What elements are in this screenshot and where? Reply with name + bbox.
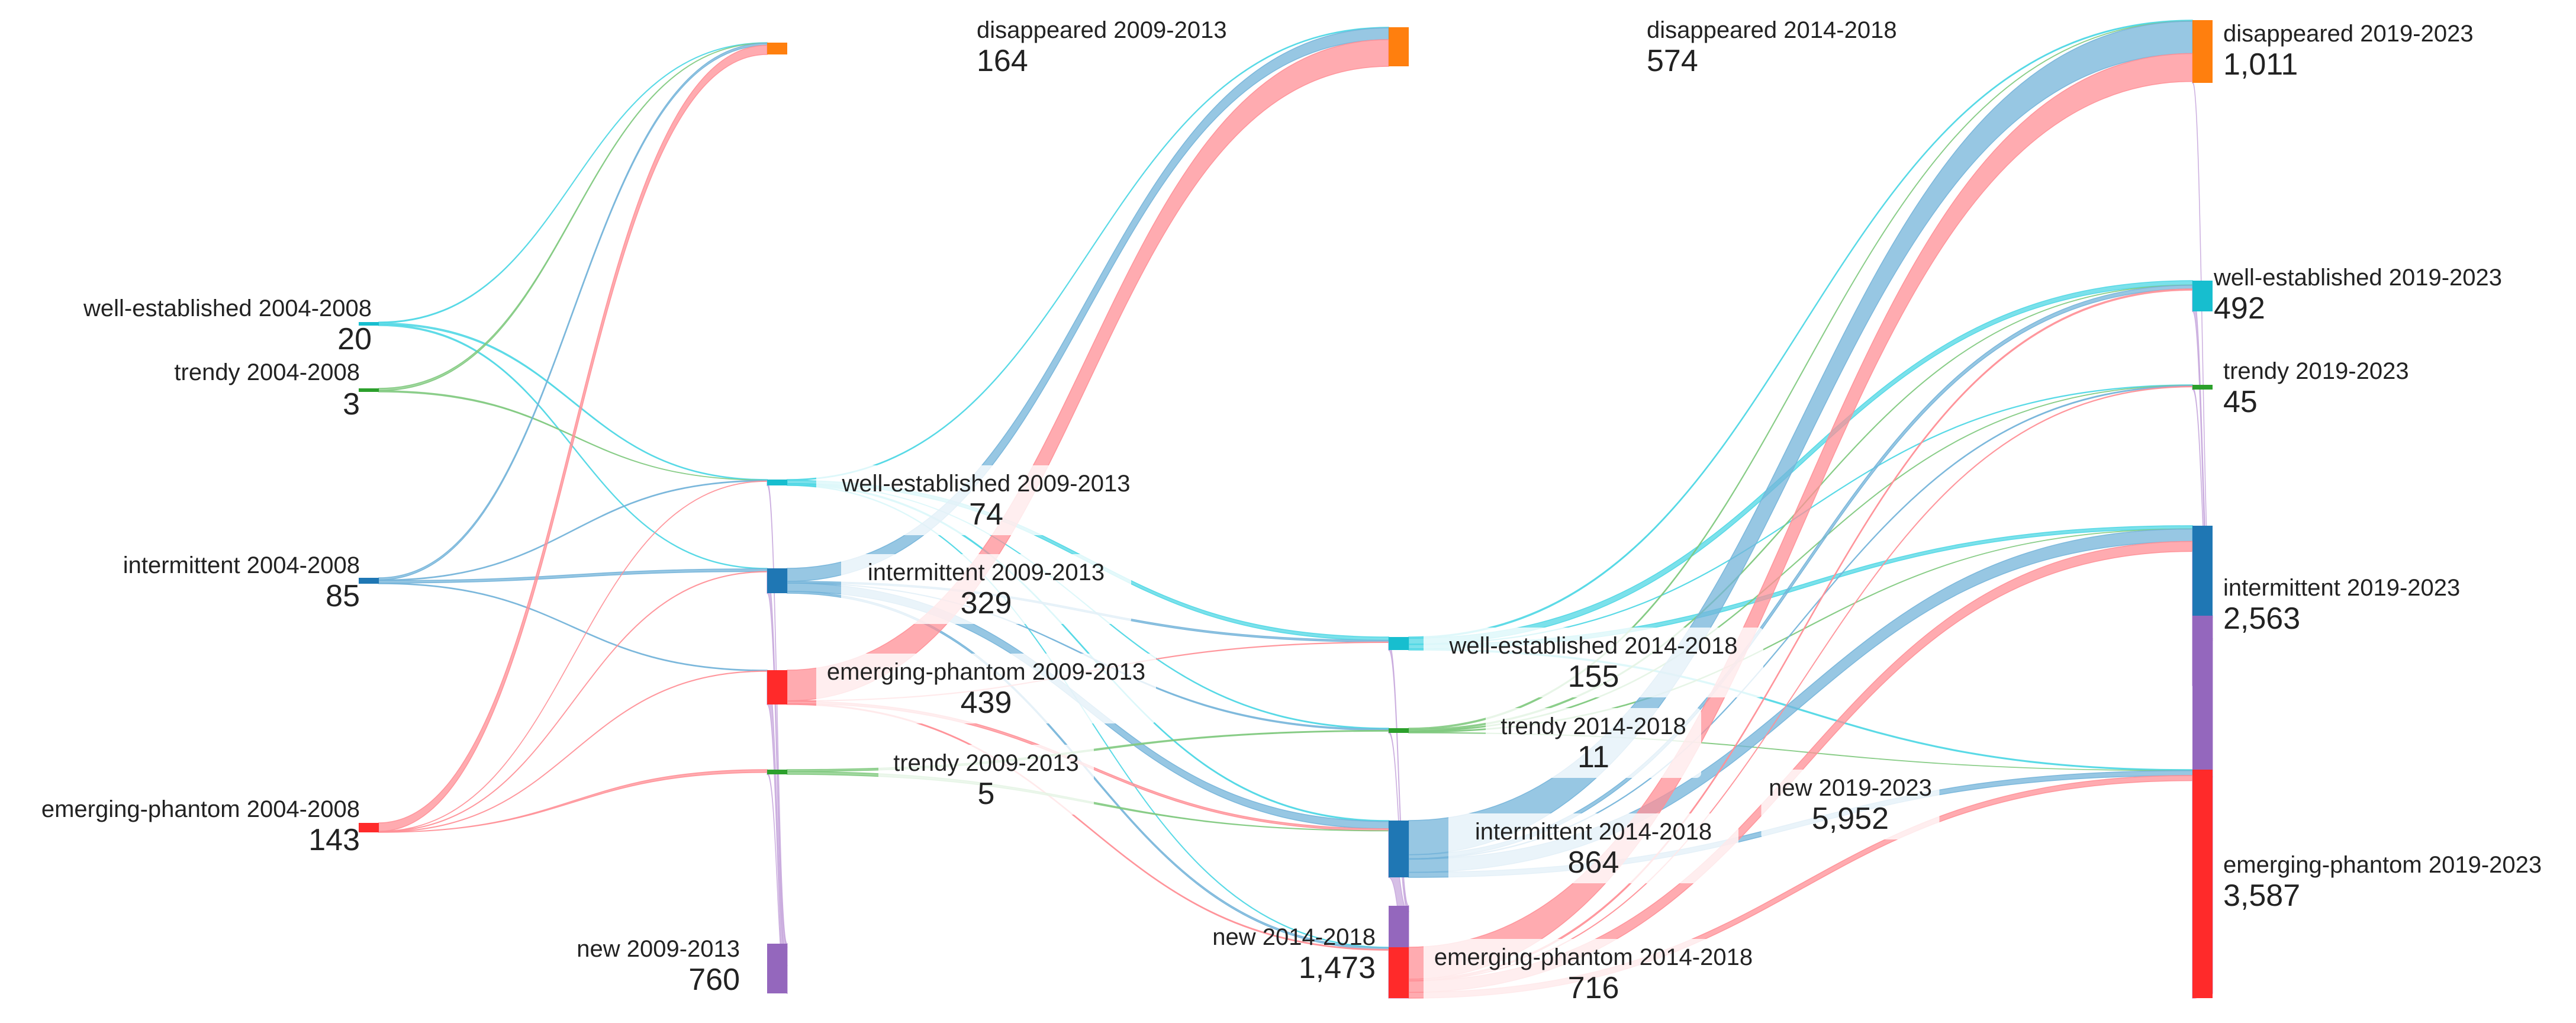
node-bar-we1 [767,480,787,485]
node-bar-nw1 [767,944,787,993]
node-value-ep0: 143 [308,823,360,857]
node-label-backdrop-we1 [816,465,1156,535]
node-bars [359,20,2213,998]
node-value-tr1: 5 [978,777,995,811]
node-label-backdrop-in1 [841,554,1131,624]
node-value-di3: 1,011 [2223,47,2298,82]
node-label-backdrop-we2 [1424,628,1763,697]
node-bar-di3 [2192,20,2213,83]
node-value-we0: 20 [337,322,372,356]
node-value-nw1: 760 [688,963,740,997]
node-bar-tr0 [359,388,379,392]
node-bar-ep1 [767,670,787,704]
node-label-we3: well-established 2019-2023 [2213,265,2502,291]
node-value-tr2: 11 [1577,740,1609,774]
node-label-nw1: new 2009-2013 [577,936,740,962]
node-value-in1: 329 [961,586,1012,620]
node-label-backdrop-tr2 [1486,708,1701,778]
node-value-nw3: 5,952 [1812,802,1889,836]
node-value-we2: 155 [1568,660,1619,694]
node-bar-ep3 [2192,770,2213,998]
node-value-di2: 574 [1647,44,1698,78]
node-label-backdrop-tr1 [878,745,1094,815]
node-bar-in1 [767,568,787,593]
node-bar-tr3 [2192,385,2213,390]
node-value-tr3: 45 [2223,385,2258,419]
node-value-di1: 164 [977,44,1028,78]
node-label-backdrop-in2 [1448,813,1738,883]
node-value-in0: 85 [326,579,360,613]
node-label-backdrop-ep2 [1424,939,1763,1009]
node-label-ep3: emerging-phantom 2019-2023 [2223,852,2542,878]
node-value-ep2: 716 [1568,971,1619,1005]
node-label-in0: intermittent 2004-2008 [123,552,360,578]
node-label-di3: disappeared 2019-2023 [2223,21,2474,47]
node-bar-ep0 [359,823,379,832]
node-label-tr1: trendy 2009-2013 [893,750,1079,776]
node-label-backdrop-ep1 [816,654,1156,723]
node-bar-we3 [2192,281,2213,311]
node-label-ep0: emerging-phantom 2004-2008 [41,796,360,822]
node-label-nw3: new 2019-2023 [1769,775,1932,801]
node-bar-tr1 [767,770,787,774]
node-bar-in0 [359,578,379,584]
node-label-ep2: emerging-phantom 2014-2018 [1434,944,1753,970]
node-value-ep3: 3,587 [2223,879,2300,913]
node-value-we1: 74 [969,497,1003,532]
node-bar-in2 [1389,821,1409,877]
node-label-we2: well-established 2014-2018 [1449,633,1738,659]
node-label-in1: intermittent 2009-2013 [868,559,1105,586]
node-value-tr0: 3 [343,387,360,422]
node-value-ep1: 439 [961,686,1012,720]
node-label-nw2: new 2014-2018 [1212,924,1376,950]
node-bar-tr2 [1389,728,1409,733]
node-label-tr3: trendy 2019-2023 [2223,358,2409,384]
node-value-we3: 492 [2214,291,2265,326]
node-label-tr0: trendy 2004-2008 [174,359,360,385]
node-bar-di1 [767,43,787,54]
node-bar-ep2 [1389,947,1409,998]
node-bar-we0 [359,322,379,326]
node-value-nw2: 1,473 [1299,951,1376,985]
node-label-we1: well-established 2009-2013 [842,471,1131,497]
node-label-backdrop-nw3 [1761,770,1940,839]
node-label-tr2: trendy 2014-2018 [1500,713,1686,739]
node-label-di1: disappeared 2009-2013 [977,17,1227,43]
node-label-we0: well-established 2004-2008 [83,295,372,321]
node-label-di2: disappeared 2014-2018 [1647,17,1897,43]
node-bar-we2 [1389,637,1409,650]
node-label-in2: intermittent 2014-2018 [1475,819,1712,845]
node-label-ep1: emerging-phantom 2009-2013 [827,659,1145,685]
node-value-in2: 864 [1568,845,1619,880]
node-label-in3: intermittent 2019-2023 [2223,575,2460,601]
node-bar-di2 [1389,27,1409,66]
node-value-in3: 2,563 [2223,601,2300,636]
